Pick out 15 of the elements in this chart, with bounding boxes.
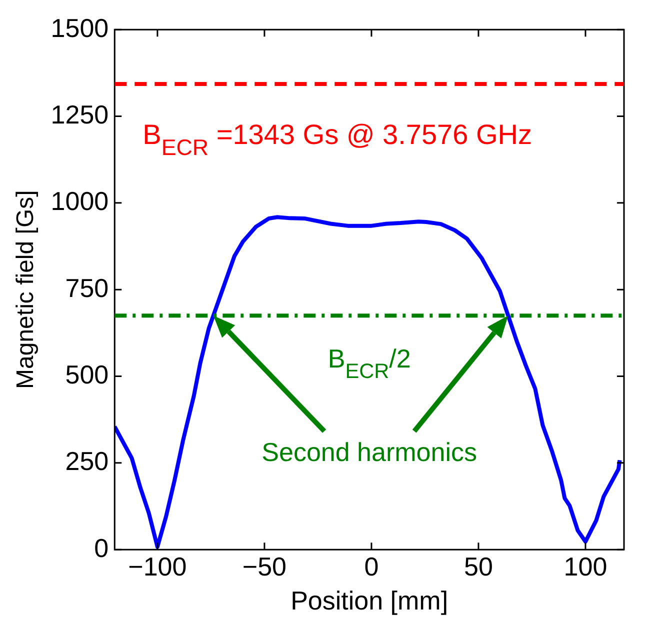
y-tick-label: 500 (65, 359, 109, 390)
x-tick-label: −50 (242, 551, 287, 582)
y-tick-label: 0 (94, 532, 109, 563)
y-axis-title: Magnetic field [Gs] (12, 190, 40, 389)
y-tick-label: 1250 (50, 99, 109, 130)
y-tick-label: 250 (65, 446, 109, 476)
x-tick-label: 50 (464, 551, 493, 582)
annotation: Second harmonics (262, 437, 477, 468)
x-tick-label: 0 (364, 551, 379, 582)
y-tick-label: 750 (65, 272, 109, 303)
x-tick-label: 100 (564, 551, 608, 582)
x-tick-label: −100 (128, 551, 187, 582)
y-tick-label: 1500 (50, 12, 109, 43)
x-axis-title: Position [mm] (290, 586, 448, 616)
y-tick-label: 1000 (50, 186, 109, 216)
